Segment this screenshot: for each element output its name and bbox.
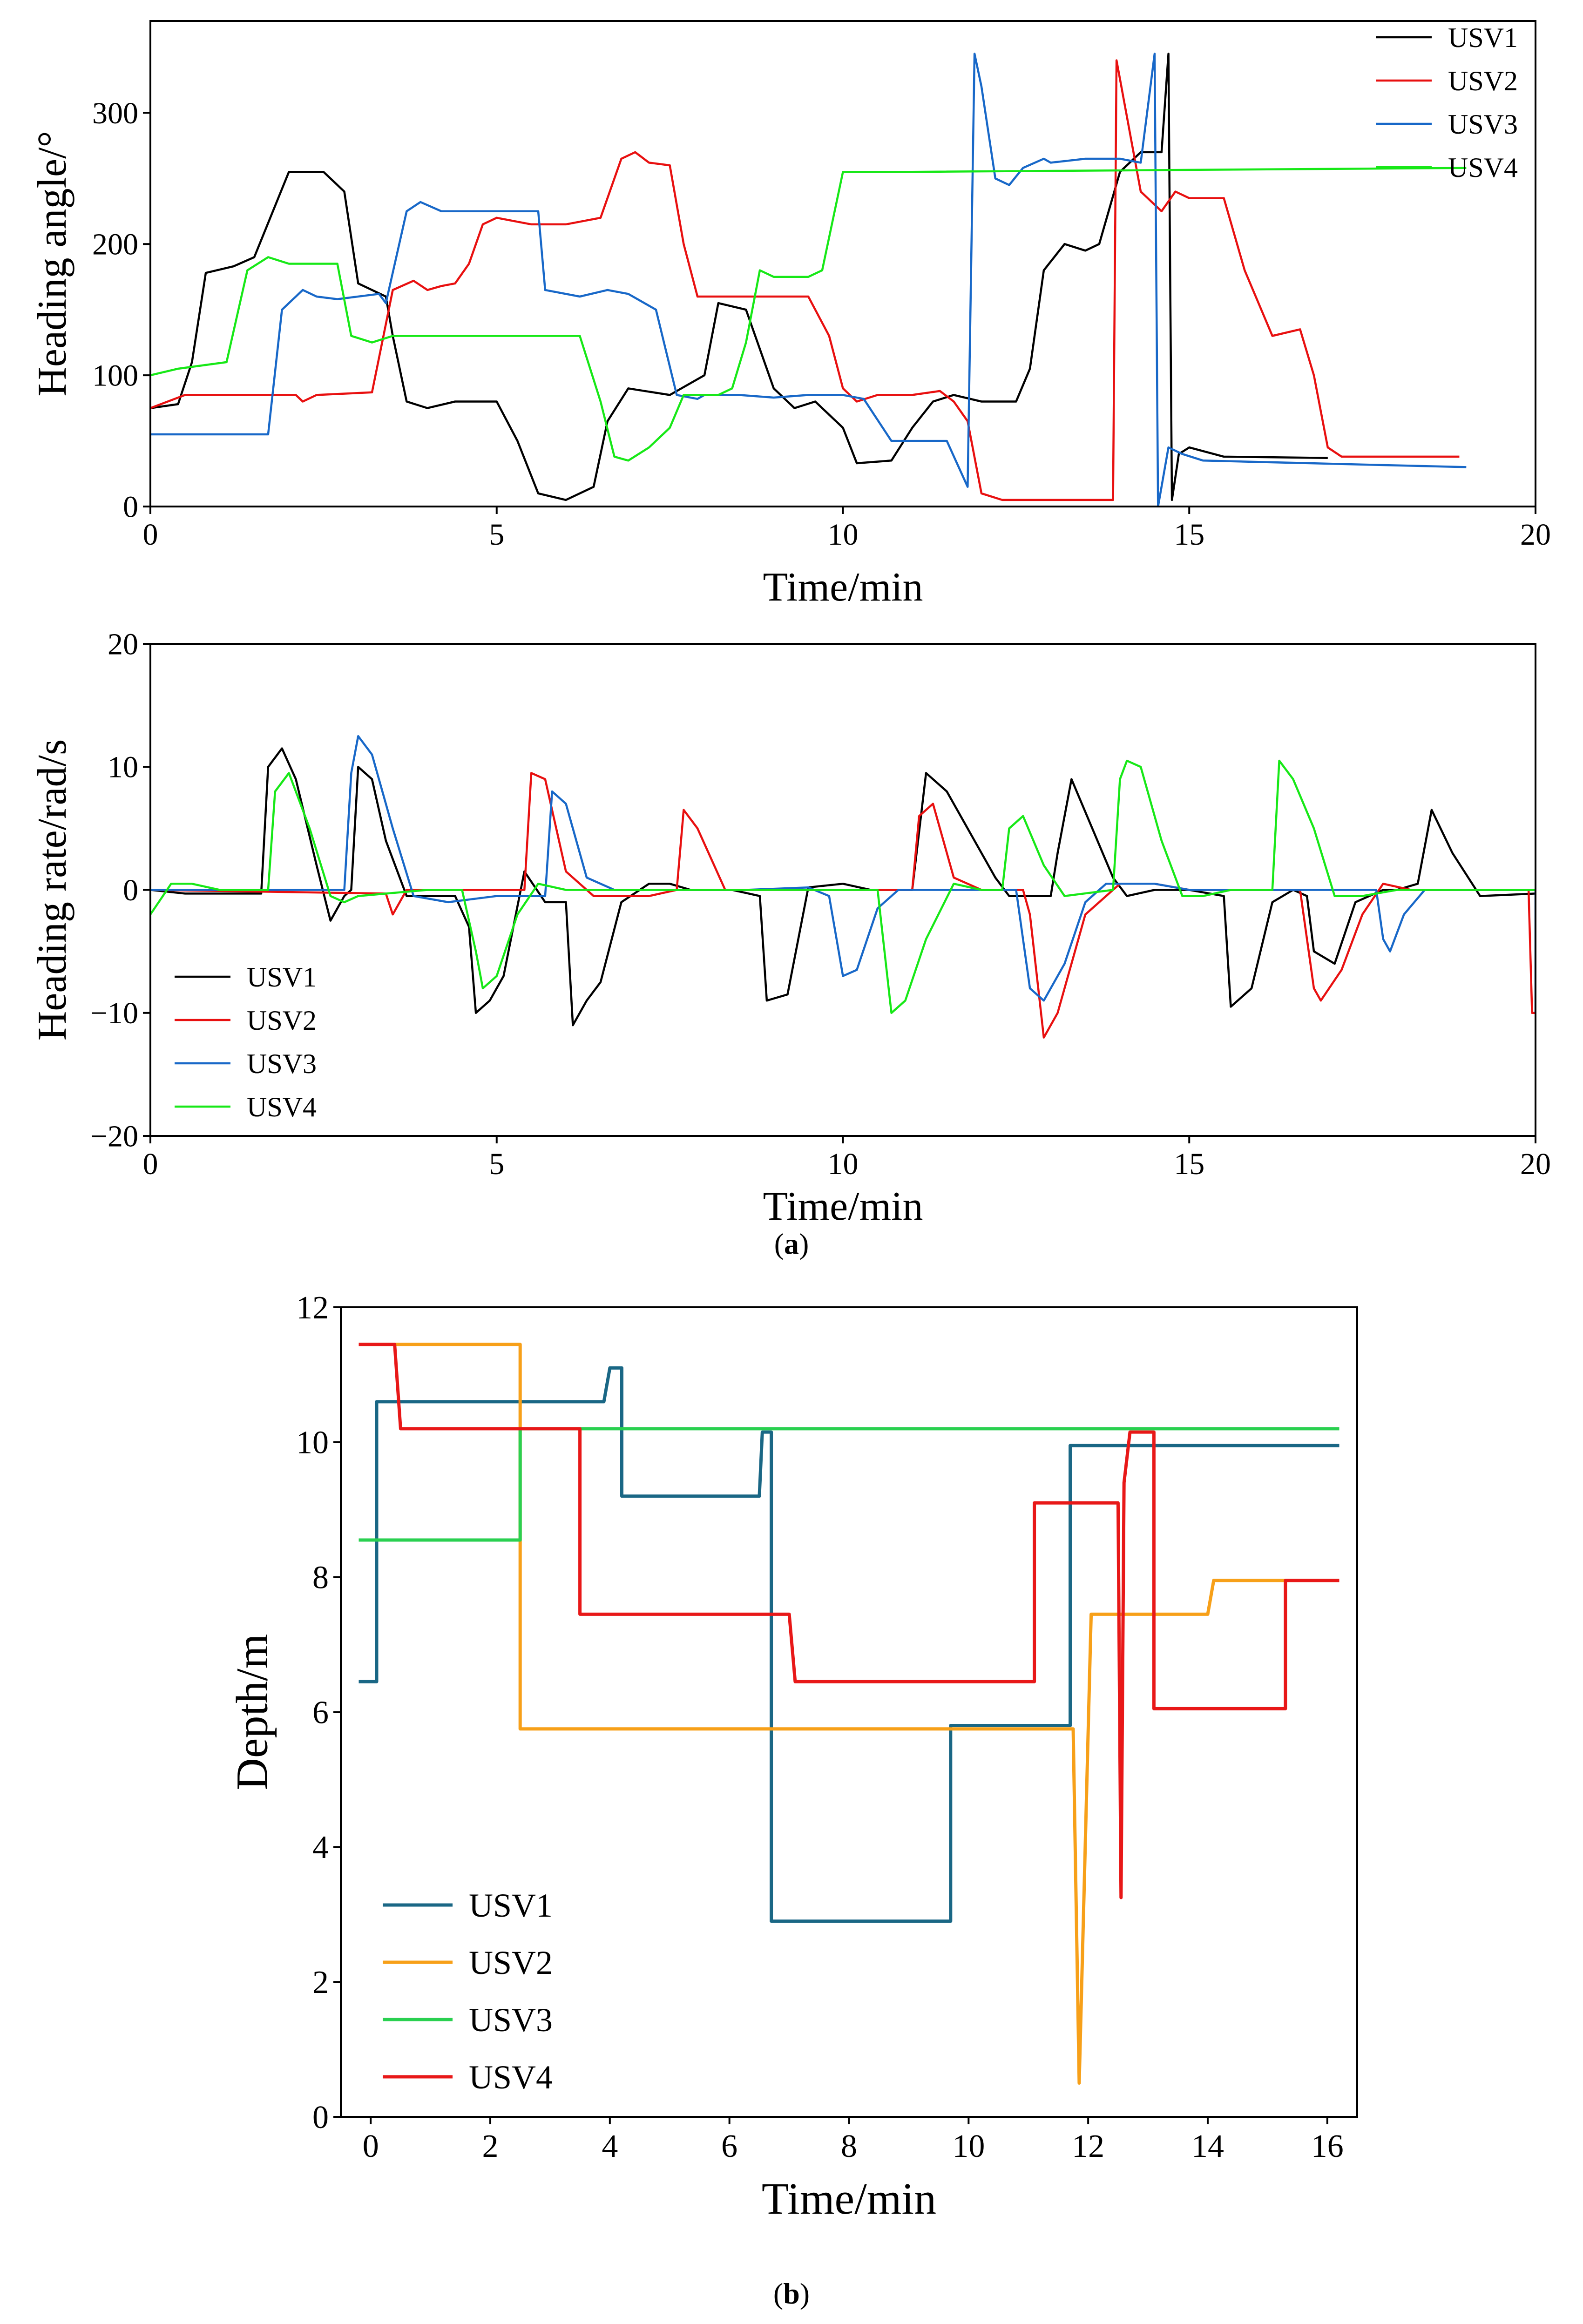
y-tick-label: 100	[92, 359, 138, 393]
legend-label-usv4: USV4	[469, 2059, 553, 2096]
x-tick-label: 15	[1174, 1147, 1204, 1181]
y-tick-label: −20	[90, 1119, 138, 1153]
x-tick-label: 0	[363, 2128, 379, 2164]
legend-label-usv3: USV3	[1448, 109, 1518, 140]
y-tick-label: 300	[92, 96, 138, 130]
y-tick-label: 20	[108, 627, 138, 661]
series-line-usv2	[150, 772, 1536, 1039]
series-line-usv3	[150, 735, 1536, 1013]
legend-label-usv3: USV3	[469, 2001, 553, 2039]
series-line-usv1	[150, 747, 1536, 1027]
y-tick-label: 0	[123, 490, 138, 524]
x-tick-label: 10	[828, 1147, 859, 1181]
x-tick-label: 6	[721, 2128, 737, 2164]
y-tick-label: 200	[92, 228, 138, 262]
x-tick-label: 20	[1520, 1147, 1551, 1181]
x-tick-label: 4	[602, 2128, 618, 2164]
y-tick-label: 6	[312, 1695, 329, 1730]
series-line-usv1	[150, 53, 1328, 501]
legend-label-usv2: USV2	[469, 1944, 553, 1981]
series-line-usv4	[150, 167, 1467, 462]
series-line-usv2	[150, 59, 1460, 501]
x-tick-label: 2	[482, 2128, 499, 2164]
y-tick-label: 0	[123, 873, 138, 907]
series-line-usv4	[150, 759, 1536, 1014]
legend-label-usv1: USV1	[1448, 22, 1518, 53]
y-axis-label: Depth/m	[227, 1634, 277, 1790]
x-axis-label: Time/min	[762, 2174, 936, 2223]
series-line-usv3	[150, 53, 1467, 507]
legend-label-usv1: USV1	[247, 962, 317, 993]
x-tick-label: 15	[1174, 518, 1204, 552]
series-line-usv4	[359, 1343, 1339, 1899]
y-tick-label: 8	[312, 1560, 329, 1595]
x-tick-label: 16	[1311, 2128, 1344, 2164]
x-tick-label: 0	[143, 518, 158, 552]
series-line-usv1	[359, 1366, 1339, 1923]
x-tick-label: 5	[489, 1147, 504, 1181]
x-tick-label: 14	[1191, 2128, 1224, 2164]
x-tick-label: 0	[143, 1147, 158, 1181]
y-tick-label: 2	[312, 1965, 329, 2000]
y-axis-label: Heading rate/rad/s	[30, 739, 75, 1041]
legend-label-usv1: USV1	[469, 1887, 553, 1924]
y-tick-label: 4	[312, 1830, 329, 1865]
y-tick-label: 0	[312, 2100, 329, 2135]
x-tick-label: 10	[952, 2128, 985, 2164]
y-tick-label: 10	[108, 750, 138, 784]
caption-a: (a)	[774, 1227, 809, 1260]
chart-depth: 0 2 4 6 8 10 12 14 16 0 2 4 6 8 10 12 Time/min Depth/m USV…	[227, 1290, 1358, 2223]
x-tick-label: 5	[489, 518, 504, 552]
y-tick-label: −10	[90, 996, 138, 1030]
x-tick-label: 20	[1520, 518, 1551, 552]
y-axis-label: Heading angle/°	[30, 131, 75, 396]
chart-heading-rate: 0 5 10 15 20 −20 −10 0 10 20 Time/min Heading rate/…	[30, 627, 1551, 1229]
legend-label-usv3: USV3	[247, 1048, 317, 1079]
x-tick-label: 10	[828, 518, 859, 552]
x-axis-label: Time/min	[763, 565, 923, 610]
caption-b: (b)	[773, 2277, 810, 2310]
legend-label-usv2: USV2	[1448, 66, 1518, 96]
legend-label-usv4: USV4	[247, 1092, 317, 1122]
y-tick-label: 10	[296, 1425, 329, 1461]
y-tick-label: 12	[296, 1290, 329, 1326]
x-tick-label: 8	[841, 2128, 857, 2164]
x-tick-label: 12	[1072, 2128, 1104, 2164]
plot-frame	[149, 20, 1536, 507]
legend-label-usv4: USV4	[1448, 152, 1518, 183]
x-axis-label: Time/min	[763, 1184, 923, 1229]
series-line-usv3	[359, 1427, 1339, 1542]
legend-label-usv2: USV2	[247, 1005, 317, 1036]
